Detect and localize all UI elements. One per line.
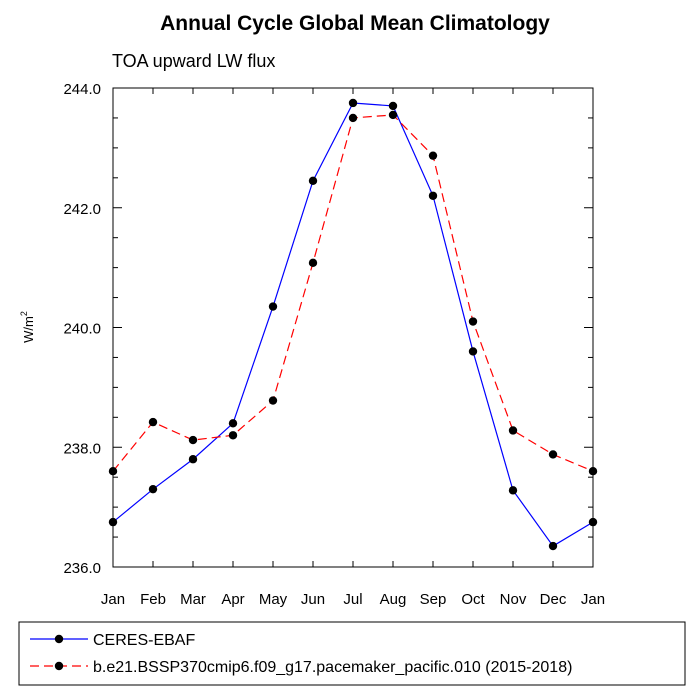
series-1-point: [428, 151, 438, 160]
plot-series: [108, 98, 598, 551]
series-1-point: [548, 450, 558, 459]
series-1-point: [188, 435, 198, 445]
x-tick-label: Feb: [140, 591, 166, 608]
legend-label-1: b.e21.BSSP370cmip6.f09_g17.pacemaker_pac…: [93, 659, 572, 676]
y-axis-label-text: W/m: [21, 316, 36, 343]
y-tick-label: 242.0: [63, 201, 101, 218]
x-tick-label: Mar: [180, 591, 206, 608]
x-tick-label: Jan: [581, 591, 605, 608]
x-tick-label: Jan: [101, 591, 125, 608]
x-tick-label: Jun: [301, 591, 325, 608]
series-0-point: [388, 101, 398, 111]
series-0-point: [508, 486, 518, 495]
series-0-point: [468, 347, 478, 356]
legend-box: [18, 621, 686, 686]
series-1-point: [308, 258, 318, 268]
x-tick-label: Nov: [500, 591, 527, 608]
x-tick-label: Dec: [540, 591, 567, 608]
series-line-0: [112, 102, 594, 547]
x-tick-label: Apr: [221, 591, 244, 608]
y-tick-labels: 236.0 238.0 240.0 242.0 244.0: [63, 81, 101, 577]
series-1-point: [508, 426, 518, 435]
y-axis-label-superscript: 2: [19, 311, 29, 316]
series-1-point: [228, 431, 238, 440]
y-tick-label: 238.0: [63, 440, 101, 457]
legend-label-0: CERES-EBAF: [93, 632, 195, 649]
series-1-point: [348, 113, 358, 123]
x-tick-label: Aug: [380, 591, 407, 608]
legend: CERES-EBAF b.e21.BSSP370cmip6.f09_g17.pac…: [30, 632, 572, 676]
series-0-point: [348, 98, 358, 108]
series-0-point: [428, 191, 438, 200]
series-0-point: [268, 302, 278, 311]
chart-title: Annual Cycle Global Mean Climatology: [160, 12, 550, 35]
series-0-point: [548, 541, 558, 551]
y-tick-label: 240.0: [63, 321, 101, 338]
series-1-point: [388, 110, 398, 120]
x-tick-label: May: [259, 591, 288, 608]
chart-subtitle: TOA upward LW flux: [112, 51, 275, 71]
series-1-point: [148, 417, 158, 427]
plot-frame: [112, 87, 594, 568]
series-line-1: [112, 114, 594, 472]
series-0-point: [228, 419, 238, 428]
series-1-point: [468, 317, 478, 326]
y-tick-label: 236.0: [63, 560, 101, 577]
axis-ticks: [112, 87, 594, 568]
legend-marker-1: [54, 661, 64, 671]
y-axis-label: W/m2: [19, 311, 36, 343]
series-0-point: [148, 484, 158, 494]
series-1-point: [268, 396, 278, 405]
series-0-point: [308, 176, 318, 186]
legend-marker-0: [54, 634, 64, 644]
x-tick-label: Sep: [420, 591, 447, 608]
x-tick-label: Jul: [343, 591, 362, 608]
series-0-point: [188, 455, 198, 464]
x-tick-label: Oct: [461, 591, 485, 608]
x-tick-labels: Jan Feb Mar Apr May Jun Jul Aug Sep Oct Nov Dec Jan: [101, 591, 605, 608]
y-tick-label: 244.0: [63, 81, 101, 98]
svg-text:W/m2: W/m2: [19, 311, 36, 343]
